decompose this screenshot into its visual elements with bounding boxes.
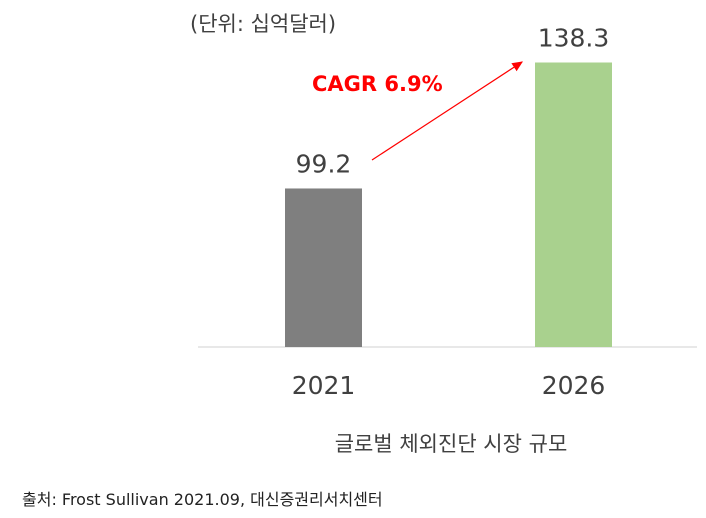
cagr-annotation: CAGR 6.9% — [312, 72, 443, 96]
bar-2021 — [285, 188, 362, 347]
cagr-arrow — [371, 61, 524, 161]
x-tick-label: 2021 — [292, 371, 356, 400]
bar-chart: 99.2 2021 138.3 2026 CAGR 6.9% — [198, 23, 697, 400]
data-label: 138.3 — [538, 23, 610, 52]
chart-title: 글로벌 체외진단 시장 규모 — [334, 432, 568, 456]
data-label: 99.2 — [296, 149, 352, 178]
bar-2026 — [535, 62, 612, 347]
source-note: 출처: Frost Sullivan 2021.09, 대신증권리서치센터 — [22, 490, 383, 509]
unit-label: (단위: 십억달러) — [190, 12, 337, 36]
x-tick-label: 2026 — [542, 371, 606, 400]
